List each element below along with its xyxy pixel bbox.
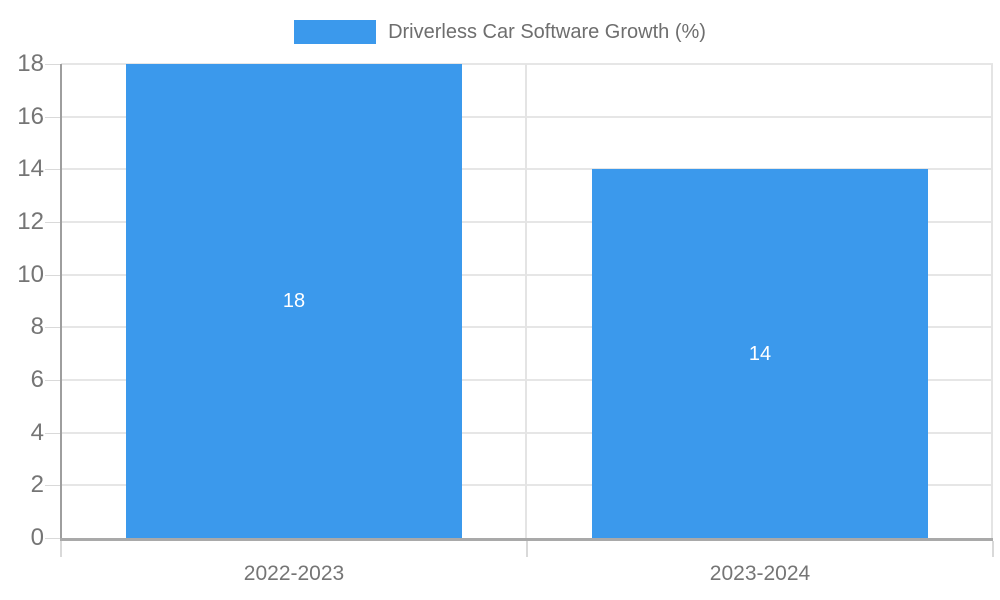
y-axis-tick bbox=[45, 432, 60, 434]
gridline-horizontal bbox=[61, 115, 993, 118]
y-axis-tick-label: 4 bbox=[30, 418, 44, 446]
gridline-horizontal bbox=[61, 326, 993, 329]
x-axis-tick bbox=[992, 541, 994, 557]
gridline-horizontal bbox=[61, 273, 993, 276]
bar-2023-2024[interactable]: 14 bbox=[592, 169, 928, 538]
y-axis-tick bbox=[45, 485, 60, 487]
y-axis-tick bbox=[45, 538, 60, 539]
bar-2022-2023[interactable]: 18 bbox=[126, 64, 462, 538]
x-axis-tick bbox=[526, 541, 528, 557]
gridline-vertical bbox=[525, 64, 527, 538]
y-axis-tick bbox=[45, 274, 60, 276]
gridline-horizontal bbox=[61, 484, 993, 487]
y-axis-tick bbox=[45, 222, 60, 223]
y-axis-tick-label: 8 bbox=[30, 313, 44, 341]
y-axis-tick bbox=[45, 380, 60, 381]
bar-value-label: 18 bbox=[282, 290, 306, 312]
x-axis-tick-label: 2022-2023 bbox=[243, 562, 345, 585]
x-axis-line bbox=[60, 538, 993, 541]
legend[interactable]: Driverless Car Software Growth (%) bbox=[0, 19, 1000, 45]
gridline-horizontal bbox=[61, 379, 993, 381]
gridline-horizontal bbox=[61, 431, 993, 434]
y-axis-tick bbox=[45, 327, 60, 329]
y-axis-tick-label: 6 bbox=[30, 366, 44, 393]
y-axis-tick-label: 0 bbox=[30, 524, 44, 551]
x-axis-tick-label: 2023-2024 bbox=[709, 562, 811, 585]
x-axis-tick bbox=[60, 541, 62, 557]
y-axis-tick-label: 2 bbox=[30, 471, 44, 499]
y-axis-tick bbox=[45, 116, 60, 118]
y-axis-tick-label: 16 bbox=[17, 102, 44, 130]
y-axis-tick-label: 18 bbox=[17, 50, 44, 77]
y-axis-line bbox=[60, 64, 62, 538]
y-axis-tick bbox=[45, 64, 60, 65]
gridline-horizontal bbox=[61, 221, 993, 223]
gridline-vertical bbox=[991, 64, 993, 538]
plot-area bbox=[60, 63, 993, 538]
y-axis-tick-label: 12 bbox=[17, 208, 44, 235]
gridline-horizontal bbox=[61, 168, 993, 171]
y-axis-tick-label: 14 bbox=[17, 155, 44, 183]
legend-label: Driverless Car Software Growth (%) bbox=[388, 21, 706, 43]
y-axis-tick-label: 10 bbox=[17, 260, 44, 288]
bar-value-label: 14 bbox=[748, 342, 772, 365]
legend-swatch bbox=[294, 20, 377, 44]
y-axis-tick bbox=[45, 169, 60, 171]
gridline-horizontal bbox=[61, 63, 993, 65]
